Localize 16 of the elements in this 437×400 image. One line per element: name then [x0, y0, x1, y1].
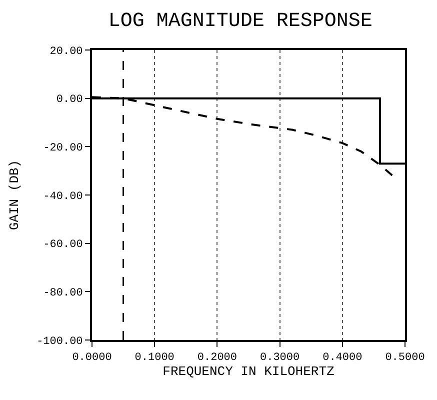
x-tick-label: 0.0000 [72, 352, 112, 364]
x-tick-label: 0.3000 [260, 352, 300, 364]
y-tick-label: -20.00 [43, 142, 83, 155]
y-tick-label: 20.00 [50, 46, 83, 58]
y-tick-label: -40.00 [43, 190, 83, 203]
y-tick-label: -80.00 [43, 288, 83, 300]
y-axis-title: GAIN (DB) [7, 160, 22, 230]
y-tick-label: -60.00 [43, 239, 83, 252]
y-tick-label: -100.00 [36, 336, 83, 348]
x-tick-label: 0.5000 [385, 352, 425, 364]
x-tick-label: 0.4000 [322, 352, 362, 364]
chart-title: LOG MAGNITUDE RESPONSE [108, 10, 372, 33]
x-tick-label: 0.1000 [134, 352, 174, 364]
x-tick-label: 0.2000 [197, 352, 238, 364]
y-tick-label: 0.00 [56, 94, 83, 106]
x-axis-title: FREQUENCY IN KILOHERTZ [162, 364, 335, 380]
